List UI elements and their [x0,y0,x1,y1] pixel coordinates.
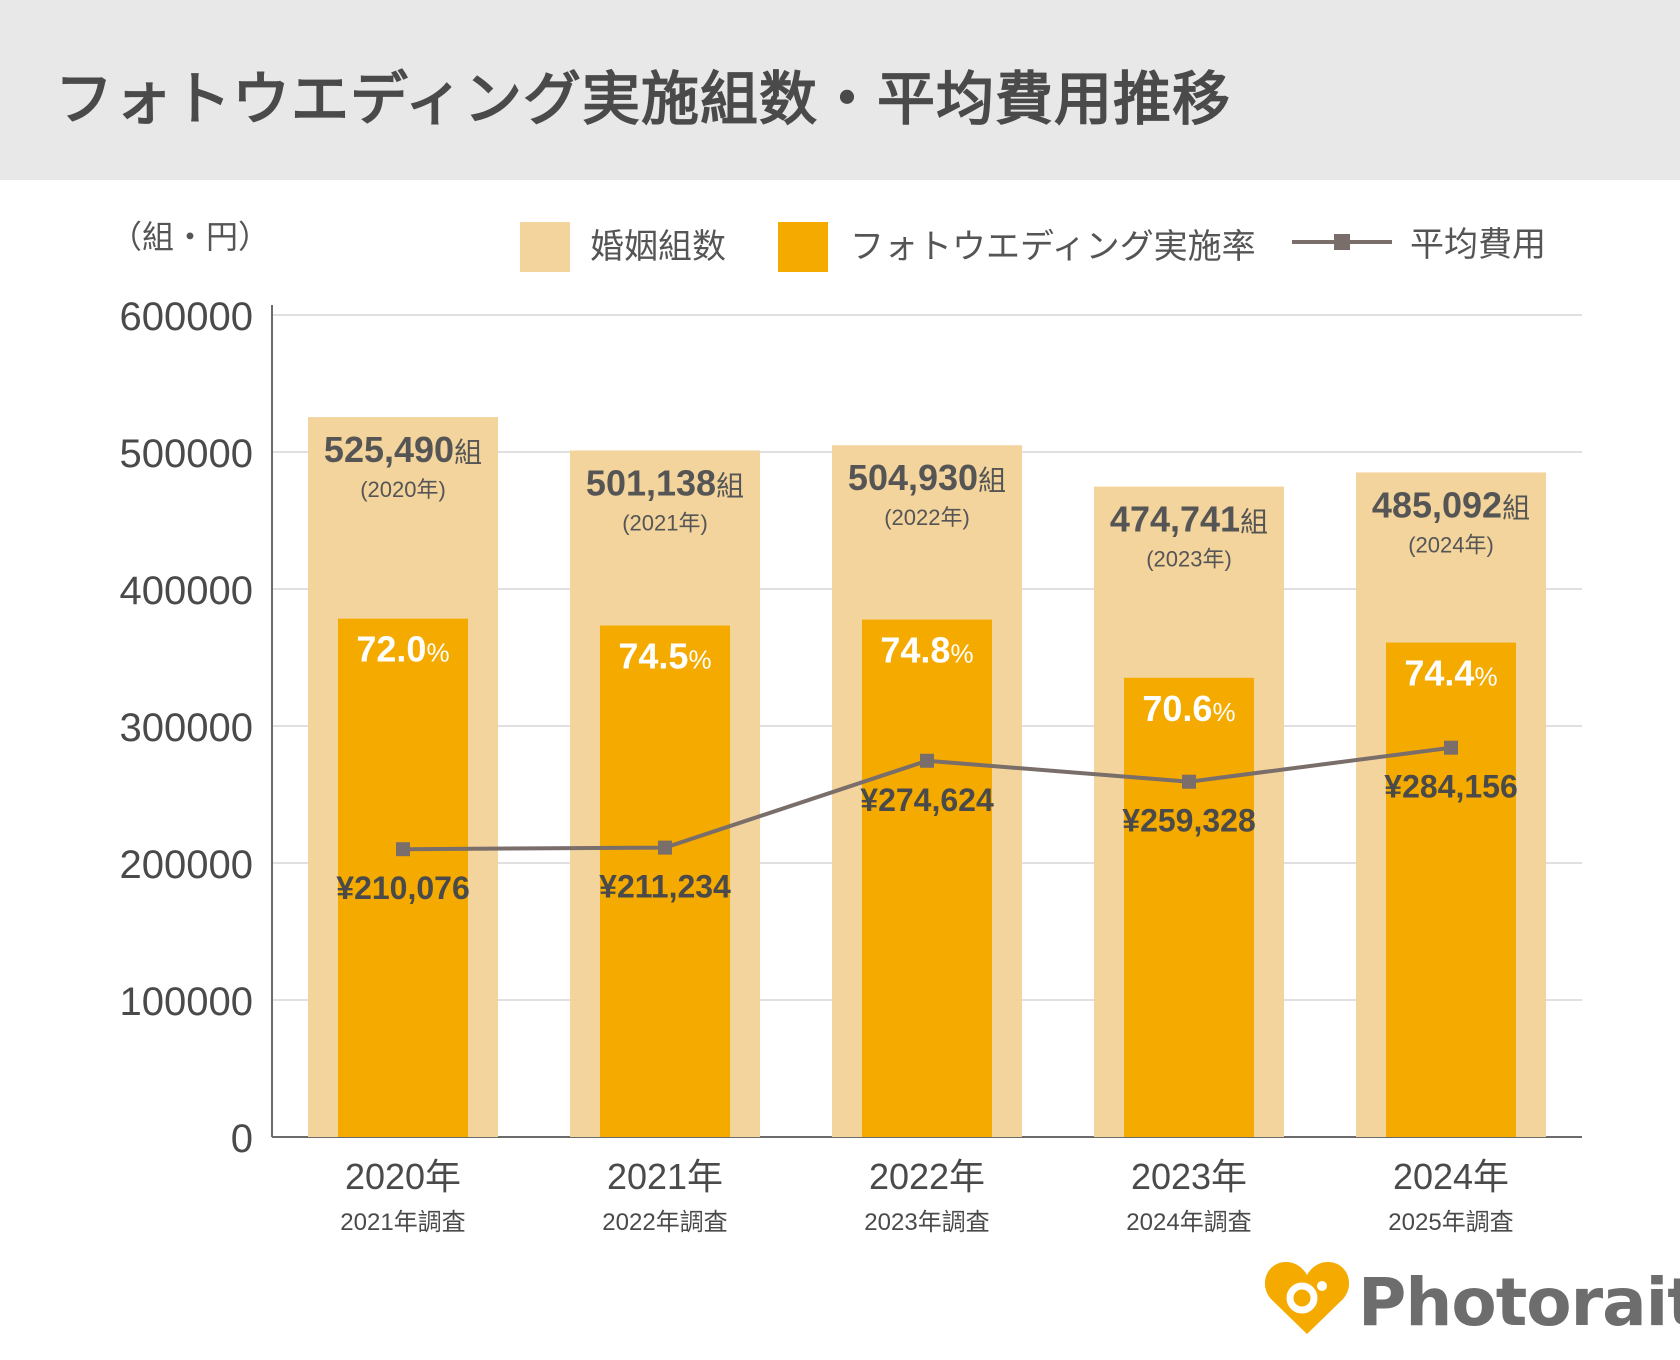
legend-label-cost: 平均費用 [1410,226,1546,264]
heart-logo-icon [1264,1262,1350,1334]
data-label-rate: 74.4% [1404,653,1497,694]
data-label-cost: ¥284,156 [1384,769,1517,805]
legend-swatch-marriages [520,222,570,272]
x-tick-sublabel: 2022年調査 [602,1209,727,1236]
data-label-rate: 74.8% [880,630,973,671]
data-label-year: (2024年) [1408,532,1494,557]
data-label-marriages: 474,741組 [1110,499,1268,540]
data-label-marriages: 504,930組 [848,457,1006,498]
y-tick-label: 100000 [120,980,253,1024]
y-tick-label: 0 [231,1117,253,1161]
data-label-year: (2021年) [622,510,708,535]
y-tick-label: 400000 [120,569,253,613]
y-tick-label: 500000 [120,432,253,476]
bar-photo-wedding [600,625,730,1137]
brand-logo: Photorait [1262,1258,1680,1341]
x-tick-sublabel: 2023年調査 [864,1209,989,1236]
data-label-cost: ¥210,076 [336,870,469,906]
data-label-cost: ¥274,624 [860,782,994,818]
legend-marker-cost [1334,234,1350,250]
data-label-rate: 74.5% [618,636,711,677]
x-tick-label: 2020年 [345,1156,461,1197]
x-tick-label: 2021年 [607,1156,723,1197]
x-tick-label: 2024年 [1393,1156,1509,1197]
legend-label-rate: フォトウエディング実施率 [850,228,1256,266]
x-tick-label: 2022年 [869,1156,985,1197]
point-average-cost [396,842,410,857]
x-tick-sublabel: 2025年調査 [1388,1209,1513,1236]
data-label-rate: 70.6% [1142,688,1235,729]
data-label-marriages: 501,138組 [586,462,744,503]
header: フォトウエディング実施組数・平均費用推移 [0,0,1680,180]
data-label-rate: 72.0% [356,629,449,670]
point-average-cost [1444,740,1458,755]
unit-label: （組・円） [110,219,270,255]
y-tick-label: 300000 [120,706,253,750]
y-tick-label: 200000 [120,843,253,887]
bar-photo-wedding [338,618,468,1137]
data-label-cost: ¥259,328 [1122,803,1255,839]
page-title: フォトウエディング実施組数・平均費用推移 [55,65,1231,133]
point-average-cost [1182,774,1196,789]
y-tick-label: 600000 [120,295,253,339]
brand-name: Photorait [1358,1264,1680,1341]
data-label-cost: ¥211,234 [599,869,731,905]
point-average-cost [920,753,934,768]
data-label-marriages: 525,490組 [324,429,482,470]
data-label-year: (2023年) [1146,547,1232,572]
data-label-year: (2020年) [360,477,446,502]
bar-photo-wedding [1124,677,1254,1137]
point-average-cost [658,840,672,855]
legend-label-marriages: 婚姻組数 [590,228,726,266]
bar-photo-wedding [1386,642,1516,1137]
x-tick-sublabel: 2024年調査 [1126,1209,1251,1236]
data-label-marriages: 485,092組 [1372,484,1530,525]
x-tick-sublabel: 2021年調査 [340,1209,465,1236]
data-label-year: (2022年) [884,505,970,530]
chart: 0 100000 200000 300000 400000 500000 600000 （組・… [110,219,1582,1236]
bar-photo-wedding [862,619,992,1137]
x-tick-label: 2023年 [1131,1156,1247,1197]
legend-swatch-rate [778,222,828,272]
